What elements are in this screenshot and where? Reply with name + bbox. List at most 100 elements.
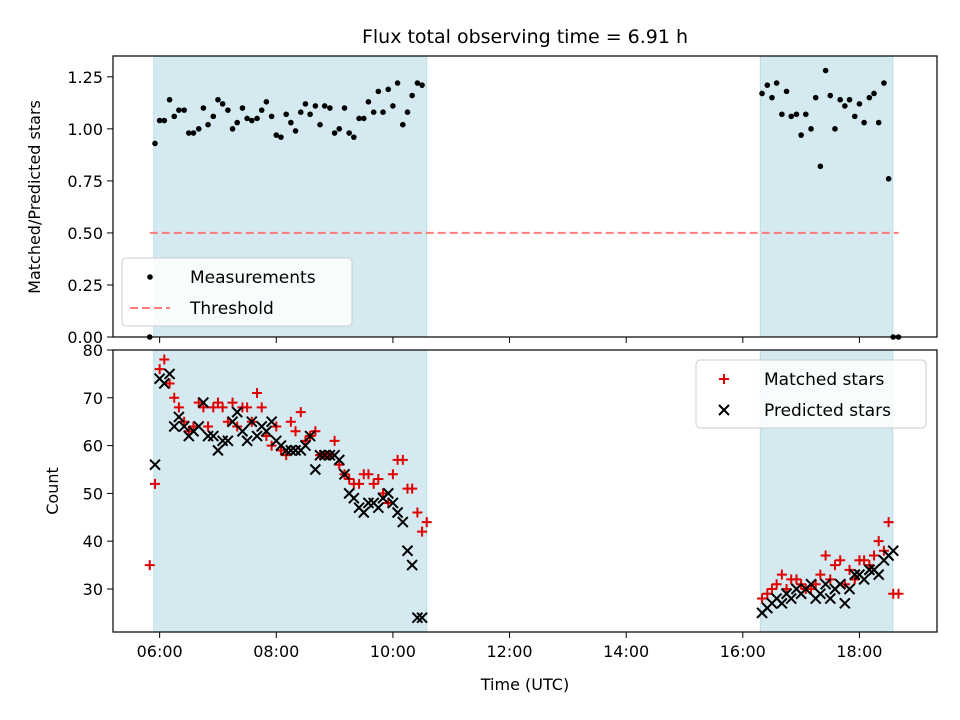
measurement-point (331, 130, 338, 136)
predicted-star-point (178, 420, 190, 433)
y-tick-label: 1.25 (67, 68, 103, 87)
measurement-point (360, 115, 367, 122)
predicted-star-point (411, 611, 424, 624)
legend-label: Measurements (190, 268, 316, 288)
measurement-point (380, 109, 386, 115)
predicted-star-point (387, 497, 399, 509)
measurement-point (327, 105, 333, 111)
legend-label: Matched stars (764, 370, 884, 390)
matched-star-point (757, 593, 768, 604)
y-tick-label: 1.00 (67, 120, 103, 139)
predicted-star-point (397, 516, 409, 528)
matched-star-point (869, 550, 880, 561)
legend-label: Threshold (189, 299, 274, 319)
measurement-point (171, 113, 178, 120)
measurement-point (827, 92, 834, 99)
matched-star-point (334, 459, 345, 470)
matched-star-point (859, 555, 870, 566)
matched-star-point (378, 488, 389, 499)
chart-title: Flux total observing time = 6.91 h (362, 26, 688, 48)
predicted-star-point (226, 415, 239, 428)
legend-predicted-swatch (718, 404, 730, 416)
measurement-point (812, 94, 819, 101)
legend-box (121, 257, 353, 327)
measurement-point (239, 105, 246, 111)
predicted-star-point (819, 578, 832, 590)
predicted-star-point (839, 597, 851, 610)
measurement-point (283, 111, 289, 118)
measurement-point (176, 107, 182, 113)
matched-star-point (766, 583, 777, 594)
y-tick-label: 50 (83, 484, 103, 503)
measurement-point (404, 109, 411, 115)
predicted-star-point (776, 597, 788, 610)
predicted-star-point (406, 559, 418, 571)
matched-star-point (173, 402, 184, 413)
predicted-star-point (348, 492, 360, 504)
measurement-point (234, 119, 241, 126)
predicted-star-point (849, 568, 861, 581)
count-legend: Matched stars Predicted stars (695, 359, 927, 429)
predicted-star-point (285, 444, 297, 457)
matched-star-point (242, 402, 253, 413)
measurement-point (186, 130, 192, 136)
measurement-point (215, 96, 221, 103)
predicted-star-point (251, 430, 263, 442)
matched-star-point (373, 474, 384, 485)
measurement-point (229, 126, 236, 132)
predicted-star-point (824, 592, 836, 605)
predicted-star-point (168, 420, 180, 433)
matched-star-point (188, 421, 199, 432)
predicted-star-point (333, 454, 345, 466)
measurement-point (273, 132, 280, 138)
x-tick-label: 14:00 (603, 642, 649, 661)
predicted-star-point (280, 444, 292, 457)
predicted-star-point (163, 368, 176, 380)
measurement-point (370, 109, 377, 115)
measurement-point (875, 119, 882, 126)
matched-star-point (873, 536, 884, 547)
measurement-point (832, 126, 838, 132)
matched-star-point (212, 397, 223, 408)
measurement-point (365, 98, 372, 105)
y-tick-label: 60 (83, 437, 103, 456)
measurement-point (419, 82, 425, 88)
matched-star-point (791, 574, 802, 585)
measurement-point (779, 111, 785, 118)
predicted-star-point (872, 568, 885, 581)
matched-star-point (835, 555, 846, 566)
predicted-star-point (260, 425, 273, 437)
measurement-point (802, 111, 809, 118)
measurement-point (248, 117, 255, 124)
measurement-point (881, 80, 887, 86)
matched-star-point (227, 397, 238, 408)
measurement-point (414, 80, 421, 86)
measurement-point (808, 126, 814, 132)
measurement-point (346, 130, 352, 136)
matched-star-point (164, 378, 175, 389)
legend-matched-swatch (719, 374, 729, 384)
matched-star-point (290, 426, 301, 437)
y-tick-label: 80 (83, 341, 103, 360)
measurement-point (861, 119, 867, 126)
measurement-point (195, 126, 202, 132)
measurement-point (394, 80, 401, 86)
measurement-point (312, 103, 319, 109)
measurement-point (297, 109, 304, 115)
matched-star-point (407, 483, 418, 494)
predicted-star-point (372, 502, 385, 514)
predicted-star-point (197, 396, 210, 409)
predicted-star-point (362, 497, 375, 509)
measurement-point (798, 132, 804, 138)
matched-star-point (285, 416, 296, 427)
x-tick-label: 16:00 (720, 642, 766, 661)
measurement-point (866, 94, 873, 101)
measurement-point (351, 134, 357, 140)
measurement-point (292, 128, 299, 134)
observing-window-band (759, 55, 894, 338)
x-tick-label: 12:00 (486, 642, 532, 661)
matched-star-point (208, 402, 219, 413)
measurement-point (375, 88, 382, 95)
matched-star-point (275, 445, 286, 456)
